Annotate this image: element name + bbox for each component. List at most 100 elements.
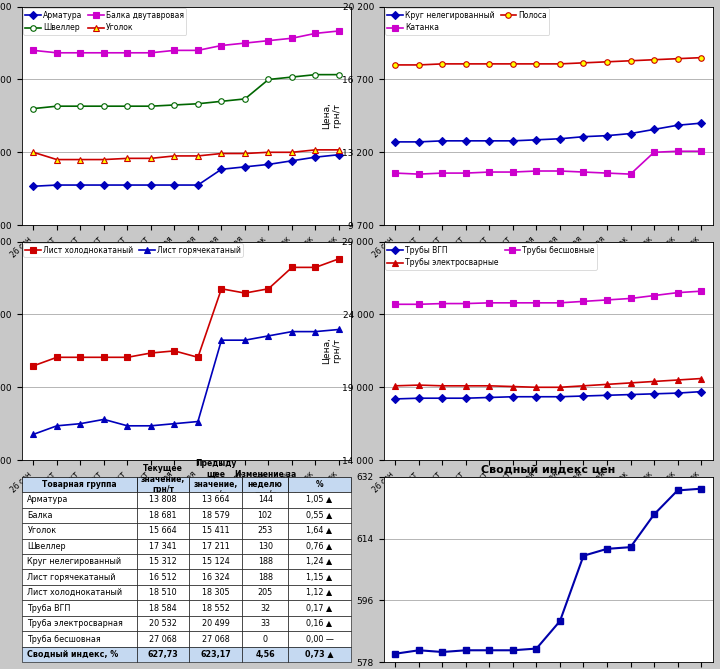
Арматура <box>288 157 297 165</box>
Трубы электросварные <box>603 381 611 389</box>
Балка двутавровая <box>288 34 297 42</box>
Полоса <box>626 57 635 65</box>
Катанка <box>485 168 494 176</box>
Лист горячекатаный <box>335 325 343 333</box>
Legend: Трубы ВГП, Трубы электросварные, Трубы бесшовные: Трубы ВГП, Трубы электросварные, Трубы б… <box>385 244 597 270</box>
Полоса <box>485 60 494 68</box>
Лист холоднокатаный <box>194 353 202 361</box>
Line: Уголок: Уголок <box>30 147 342 163</box>
Катанка <box>438 169 446 177</box>
Line: Балка двутавровая: Балка двутавровая <box>30 28 342 56</box>
Полоса <box>532 60 541 68</box>
Title: Сводный индекс цен: Сводный индекс цен <box>481 464 616 474</box>
Трубы ВГП <box>415 394 423 402</box>
Лист холоднокатаный <box>240 289 249 297</box>
Уголок <box>240 149 249 157</box>
Полоса <box>438 60 446 68</box>
Лист холоднокатаный <box>170 347 179 355</box>
Трубы ВГП <box>556 393 564 401</box>
Балка двутавровая <box>29 46 37 54</box>
Уголок <box>194 152 202 160</box>
Line: Швеллер: Швеллер <box>30 72 342 111</box>
Швеллер <box>53 102 61 110</box>
Лист горячекатаный <box>311 328 320 336</box>
Трубы электросварные <box>508 383 517 391</box>
Круг нелегированный <box>579 132 588 140</box>
Трубы ВГП <box>603 391 611 399</box>
Балка двутавровая <box>311 29 320 37</box>
Трубы бесшовные <box>391 300 400 308</box>
Лист горячекатаный <box>99 415 108 423</box>
Уголок <box>335 146 343 154</box>
Трубы электросварные <box>673 376 682 384</box>
Трубы бесшовные <box>579 297 588 305</box>
Лист горячекатаный <box>29 430 37 438</box>
Балка двутавровая <box>53 49 61 57</box>
Лист горячекатаный <box>123 422 132 430</box>
Лист горячекатаный <box>53 422 61 430</box>
Line: Трубы ВГП: Трубы ВГП <box>392 389 704 401</box>
Трубы ВГП <box>673 389 682 397</box>
Трубы бесшовные <box>626 294 635 302</box>
Лист горячекатаный <box>147 422 156 430</box>
Уголок <box>288 149 297 157</box>
Катанка <box>508 168 517 176</box>
Арматура <box>217 165 226 173</box>
Уголок <box>123 155 132 163</box>
Трубы бесшовные <box>508 299 517 307</box>
Арматура <box>264 161 273 169</box>
Балка двутавровая <box>335 27 343 35</box>
Уголок <box>264 149 273 157</box>
Лист горячекатаный <box>170 419 179 427</box>
Катанка <box>697 147 706 155</box>
Трубы электросварные <box>649 377 658 385</box>
Круг нелегированный <box>532 136 541 144</box>
Трубы бесшовные <box>532 299 541 307</box>
Лист холоднокатаный <box>53 353 61 361</box>
Лист холоднокатаный <box>147 349 156 357</box>
Уголок <box>99 156 108 164</box>
Полоса <box>697 54 706 62</box>
Трубы бесшовные <box>673 288 682 296</box>
Line: Полоса: Полоса <box>392 55 704 68</box>
Line: Трубы электросварные: Трубы электросварные <box>392 376 704 390</box>
Швеллер <box>76 102 85 110</box>
Арматура <box>240 163 249 171</box>
Лист холоднокатаный <box>264 285 273 293</box>
Арматура <box>147 181 156 189</box>
Арматура <box>194 181 202 189</box>
Круг нелегированный <box>673 121 682 129</box>
Лист холоднокатаный <box>311 264 320 272</box>
Трубы ВГП <box>697 387 706 395</box>
Круг нелегированный <box>438 137 446 145</box>
Legend: Арматура, Швеллер, Балка двутавровая, Уголок: Арматура, Швеллер, Балка двутавровая, Уг… <box>23 8 186 35</box>
Арматура <box>53 181 61 189</box>
Трубы электросварные <box>697 375 706 383</box>
Лист горячекатаный <box>264 332 273 340</box>
Лист холоднокатаный <box>76 353 85 361</box>
Балка двутавровая <box>123 49 132 57</box>
Катанка <box>626 170 635 178</box>
Лист холоднокатаный <box>29 362 37 370</box>
Полоса <box>508 60 517 68</box>
Балка двутавровая <box>170 46 179 54</box>
Катанка <box>391 169 400 177</box>
Лист горячекатаный <box>194 417 202 425</box>
Арматура <box>311 153 320 161</box>
Трубы электросварные <box>532 383 541 391</box>
Трубы ВГП <box>579 392 588 400</box>
Арматура <box>29 182 37 190</box>
Круг нелегированный <box>391 138 400 146</box>
Катанка <box>415 170 423 178</box>
Трубы бесшовные <box>438 300 446 308</box>
Y-axis label: Цена,
грн/т: Цена, грн/т <box>322 337 341 365</box>
Лист холоднокатаный <box>99 353 108 361</box>
Трубы электросварные <box>556 383 564 391</box>
Line: Арматура: Арматура <box>30 152 342 189</box>
Полоса <box>579 59 588 67</box>
Лист горячекатаный <box>288 328 297 336</box>
Line: Лист горячекатаный: Лист горячекатаный <box>30 326 342 437</box>
Швеллер <box>123 102 132 110</box>
Трубы бесшовные <box>462 300 470 308</box>
Швеллер <box>29 104 37 112</box>
